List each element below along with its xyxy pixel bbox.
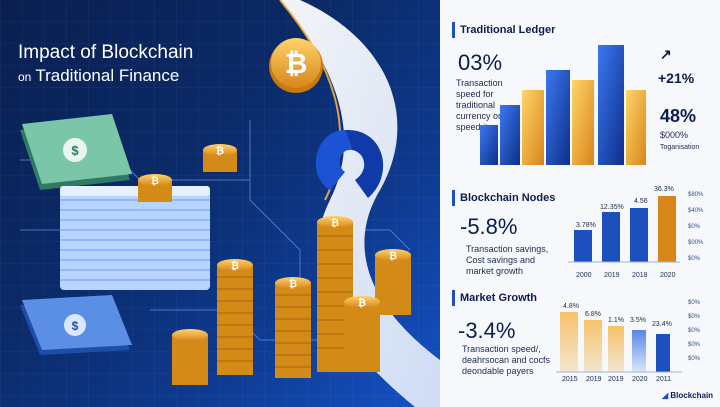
- market-bar-label-1: 4.8%: [563, 303, 579, 310]
- market-caption: Transaction speed/, deahrsocan and cocfs…: [462, 344, 551, 376]
- market-big-value: -3.4%: [458, 318, 516, 343]
- coin-stacks: ₿ ₿ ₿ ₿: [138, 144, 411, 385]
- ledger-side-caption-1: $000%: [660, 130, 689, 140]
- market-year-5: 2011: [656, 376, 672, 383]
- ledger-big-value: 03%: [458, 50, 503, 75]
- ledger-side-value-2: 48%: [660, 106, 697, 126]
- nodes-caption: Transaction savings, Cost savings and ma…: [466, 244, 549, 276]
- title-block: Impact of Blockchain on Traditional Finan…: [0, 14, 245, 85]
- ledger-side-caption-2: Toganisation: [660, 144, 700, 151]
- market-ytick-3: $0%: [688, 328, 701, 334]
- svg-text:₿: ₿: [216, 145, 224, 157]
- market-ytick-5: $0%: [688, 356, 701, 362]
- nodes-year-3: 2018: [632, 272, 648, 279]
- svg-text:₿: ₿: [389, 250, 397, 262]
- cash-stack-icon: [60, 186, 210, 290]
- nodes-ytick-1: $80%: [688, 192, 704, 198]
- market-bar-label-2: 6.8%: [585, 311, 601, 318]
- nodes-heading: Blockchain Nodes: [452, 190, 555, 206]
- market-bar-label-3: 1.1%: [608, 317, 624, 324]
- ledger-heading: Traditional Ledger: [452, 22, 555, 38]
- market-ytick-2: $0%: [688, 314, 701, 320]
- market-heading: Market Growth: [452, 290, 537, 306]
- market-ytick-4: $0%: [688, 342, 701, 348]
- nodes-bar-label-4: 36.3%: [654, 186, 674, 193]
- brand-logo-text: Blockchain: [670, 391, 714, 400]
- nodes-bar-label-3: 4.56: [634, 198, 648, 205]
- ledger-arrow-icon: ↗: [660, 46, 672, 62]
- nodes-ytick-4: $00%: [688, 240, 704, 246]
- page-title: Impact of Blockchain: [18, 42, 194, 63]
- ledger-bars: [480, 45, 646, 165]
- nodes-bar-chart: [568, 196, 680, 263]
- nodes-bar-label-2: 12.35%: [600, 204, 624, 211]
- nodes-year-1: 2000: [576, 272, 592, 279]
- nodes-ytick-3: $0%: [688, 224, 701, 230]
- svg-text:$: $: [71, 143, 79, 158]
- svg-text:₿: ₿: [231, 260, 239, 272]
- market-bar-chart: [556, 312, 682, 373]
- white-swoosh: [280, 0, 440, 407]
- market-bar-label-5: 23.4%: [652, 321, 672, 328]
- nodes-ytick-5: $0%: [688, 256, 701, 262]
- ledger-bar-chart: [480, 45, 646, 165]
- nodes-big-value: -5.8%: [460, 214, 518, 239]
- nodes-ytick-2: $40%: [688, 208, 704, 214]
- svg-text:$: $: [72, 319, 79, 333]
- market-year-4: 2020: [632, 376, 648, 383]
- banknote-icon: $: [20, 295, 132, 355]
- market-bar-label-4: 3.5%: [630, 317, 646, 324]
- subtitle-text: Traditional Finance: [35, 66, 180, 85]
- page-subtitle: on Traditional Finance: [18, 66, 179, 86]
- ledger-caption: Transaction speed for traditional curren…: [456, 78, 503, 132]
- brand-logo: ◢ Blockchain: [662, 391, 713, 400]
- svg-text:₿: ₿: [331, 217, 339, 229]
- banknote-stack-icon: $: [20, 114, 132, 190]
- hero-illustration: ₿ $: [0, 0, 440, 407]
- market-year-2: 2019: [586, 376, 602, 383]
- market-year-3: 2019: [608, 376, 624, 383]
- subtitle-prefix: on: [18, 70, 32, 84]
- market-ytick-1: $0%: [688, 300, 701, 306]
- svg-text:₿: ₿: [285, 48, 308, 79]
- svg-text:₿: ₿: [151, 175, 159, 187]
- svg-text:₿: ₿: [289, 278, 297, 290]
- ledger-side-value-1: +21%: [658, 70, 695, 86]
- brand-logo-icon: ◢: [662, 391, 669, 400]
- nodes-year-2: 2019: [604, 272, 620, 279]
- svg-text:₿: ₿: [358, 297, 366, 309]
- nodes-year-4: 2020: [660, 272, 676, 279]
- nodes-bar-label-1: 3.78%: [576, 222, 596, 229]
- blockchain-logo-icon: [315, 129, 384, 198]
- hero-art: ₿ $: [20, 0, 440, 407]
- bitcoin-coin-icon: ₿: [269, 38, 323, 93]
- market-year-1: 2015: [562, 376, 578, 383]
